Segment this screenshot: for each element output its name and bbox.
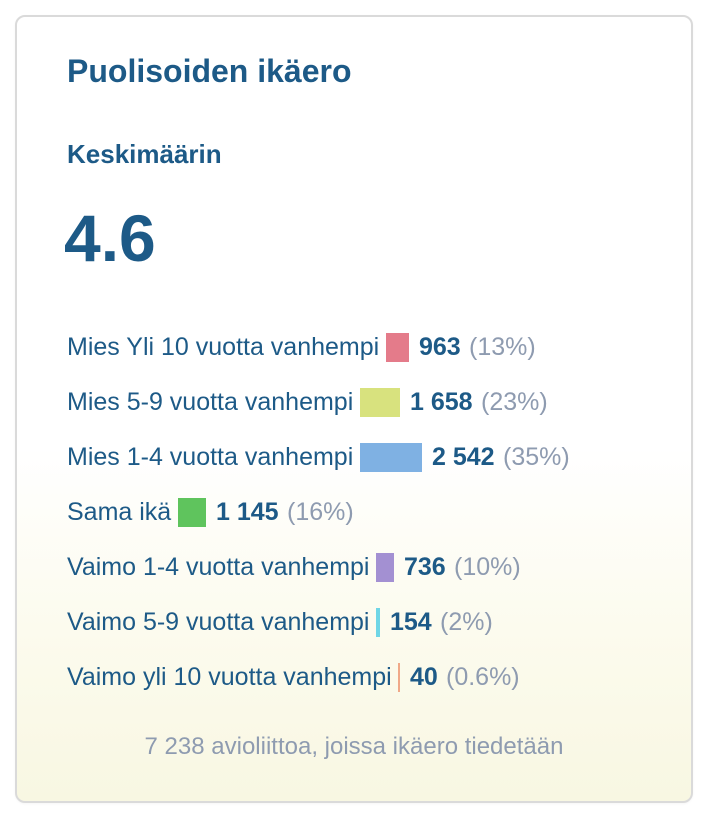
chart-row: Mies Yli 10 vuotta vanhempi 963 (13%)	[67, 327, 687, 367]
chart-bar	[178, 498, 206, 527]
chart-category-label: Vaimo 5-9 vuotta vanhempi	[67, 608, 370, 636]
chart-row: Mies 1-4 vuotta vanhempi 2 542 (35%)	[67, 437, 687, 477]
average-value: 4.6	[64, 201, 156, 275]
average-label: Keskimäärin	[67, 139, 222, 169]
chart-bar	[398, 663, 400, 692]
chart-percent-label: (35%)	[503, 443, 570, 471]
chart-category-label: Mies 1-4 vuotta vanhempi	[67, 443, 354, 471]
chart-percent-label: (0.6%)	[446, 663, 520, 691]
chart-value-label: 1 145	[216, 498, 279, 526]
age-difference-bar-chart: Mies Yli 10 vuotta vanhempi 963 (13%) Mies …	[17, 17, 691, 801]
chart-category-label: Sama ikä	[67, 498, 172, 526]
chart-row: Sama ikä 1 145 (16%)	[67, 492, 687, 532]
chart-bar	[360, 443, 422, 472]
chart-value-label: 1 658	[410, 388, 473, 416]
chart-value-label: 736	[404, 553, 446, 581]
chart-value-label: 963	[419, 333, 461, 361]
chart-category-label: Vaimo yli 10 vuotta vanhempi	[67, 663, 392, 691]
chart-value-label: 2 542	[432, 443, 495, 471]
chart-category-label: Mies 5-9 vuotta vanhempi	[67, 388, 354, 416]
footer-note: 7 238 avioliittoa, joissa ikäero tiedetä…	[144, 733, 564, 760]
age-difference-card: Puolisoiden ikäero Keskimäärin 4.6 Mies …	[15, 15, 693, 803]
chart-bar	[386, 333, 409, 362]
chart-value-label: 154	[390, 608, 432, 636]
chart-row: Vaimo 1-4 vuotta vanhempi 736 (10%)	[67, 547, 687, 587]
chart-value-label: 40	[410, 663, 438, 691]
chart-bar	[376, 553, 394, 582]
chart-percent-label: (13%)	[469, 333, 536, 361]
chart-row: Vaimo yli 10 vuotta vanhempi 40 (0.6%)	[67, 657, 687, 697]
chart-percent-label: (2%)	[440, 608, 493, 636]
chart-bar	[360, 388, 400, 417]
chart-category-label: Vaimo 1-4 vuotta vanhempi	[67, 553, 370, 581]
chart-row: Mies 5-9 vuotta vanhempi 1 658 (23%)	[67, 382, 687, 422]
chart-percent-label: (16%)	[287, 498, 354, 526]
chart-bar	[376, 608, 380, 637]
chart-row: Vaimo 5-9 vuotta vanhempi 154 (2%)	[67, 602, 687, 642]
chart-category-label: Mies Yli 10 vuotta vanhempi	[67, 333, 380, 361]
chart-percent-label: (23%)	[481, 388, 548, 416]
card-title: Puolisoiden ikäero	[67, 53, 352, 89]
chart-percent-label: (10%)	[454, 553, 521, 581]
